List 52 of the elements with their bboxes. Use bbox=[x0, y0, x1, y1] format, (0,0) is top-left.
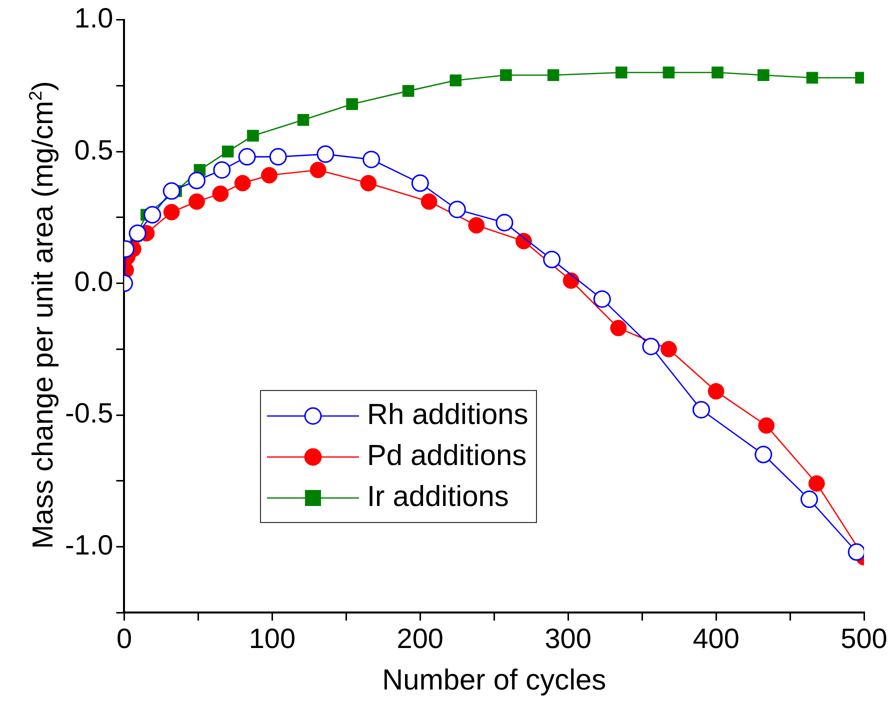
y-tick-label: 1.0 bbox=[74, 2, 114, 34]
point bbox=[468, 217, 485, 234]
point bbox=[402, 85, 414, 97]
point bbox=[808, 475, 825, 492]
point bbox=[543, 250, 561, 268]
point bbox=[188, 172, 206, 190]
point bbox=[144, 206, 162, 224]
point bbox=[500, 69, 512, 82]
point bbox=[515, 232, 532, 250]
point bbox=[212, 185, 229, 202]
point bbox=[848, 543, 864, 561]
point bbox=[662, 66, 675, 78]
point bbox=[234, 174, 251, 192]
y-tick-label: 0.0 bbox=[74, 266, 114, 297]
legend-label: Rh additions bbox=[367, 399, 528, 432]
point bbox=[448, 200, 466, 218]
y-tick-label: -1.0 bbox=[65, 529, 114, 560]
x-tick-label: 300 bbox=[544, 623, 592, 654]
x-axis-title: Number of cycles bbox=[382, 664, 606, 697]
point bbox=[163, 204, 180, 220]
point bbox=[162, 182, 180, 200]
point bbox=[757, 69, 770, 82]
point bbox=[615, 66, 628, 78]
point bbox=[450, 74, 462, 86]
point bbox=[420, 193, 438, 210]
point bbox=[128, 224, 146, 242]
x-tick-label: 200 bbox=[396, 623, 444, 654]
point bbox=[610, 320, 627, 336]
legend-label: Pd additions bbox=[367, 440, 527, 473]
point bbox=[708, 383, 724, 400]
point bbox=[188, 193, 205, 210]
legend-label: Ir additions bbox=[367, 481, 509, 514]
point bbox=[346, 98, 358, 110]
point bbox=[660, 340, 677, 358]
point bbox=[806, 72, 818, 84]
x-tick-label: 100 bbox=[248, 623, 296, 654]
point bbox=[642, 338, 660, 356]
x-tick-label: 500 bbox=[840, 623, 888, 654]
point bbox=[222, 146, 234, 158]
point bbox=[562, 272, 580, 289]
y-tick-label: -0.5 bbox=[65, 398, 114, 429]
point bbox=[712, 66, 724, 78]
x-tick-label: 400 bbox=[692, 623, 740, 654]
point bbox=[547, 69, 560, 82]
y-tick-label: 0.5 bbox=[74, 134, 114, 166]
point bbox=[758, 417, 775, 434]
x-tick-label: 0 bbox=[116, 623, 132, 654]
point bbox=[247, 130, 259, 142]
point bbox=[260, 166, 278, 184]
point bbox=[360, 174, 377, 192]
point bbox=[310, 162, 326, 178]
point bbox=[297, 114, 310, 126]
